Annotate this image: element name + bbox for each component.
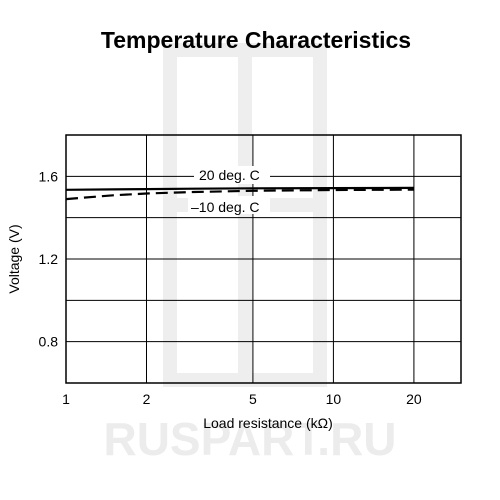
series-line-minus10degC [65,188,414,201]
watermark: RUSPART.RU [103,43,397,465]
series-line-20degC [65,186,414,191]
x-tick-label: 10 [326,391,342,407]
watermark-logo [163,43,327,387]
y-axis-label: Voltage (V) [6,224,22,293]
series-label-minus10degC: –10 deg. C [191,199,260,215]
x-tick-labels: 1 2 5 10 20 [62,391,422,407]
watermark-text: RUSPART.RU [103,413,396,465]
plot-area-frame [65,134,462,384]
x-tick-label: 1 [62,391,70,407]
y-tick-label: 0.8 [39,334,59,350]
series-lines [65,186,414,201]
series-label-20degC: 20 deg. C [199,167,260,183]
chart-title: Temperature Characteristics [101,27,411,53]
y-tick-label: 1.2 [39,251,59,267]
x-tick-label: 5 [249,391,257,407]
y-tick-labels: 0.8 1.2 1.6 [39,168,59,349]
label-bg-minus10 [188,196,270,214]
x-axis-label: Load resistance (kΩ) [203,415,333,431]
y-tick-label: 1.6 [39,168,59,184]
x-tick-label: 20 [406,391,422,407]
x-tick-label: 2 [143,391,151,407]
label-bg-20 [194,166,270,184]
series-labels: 20 deg. C –10 deg. C [188,166,270,215]
